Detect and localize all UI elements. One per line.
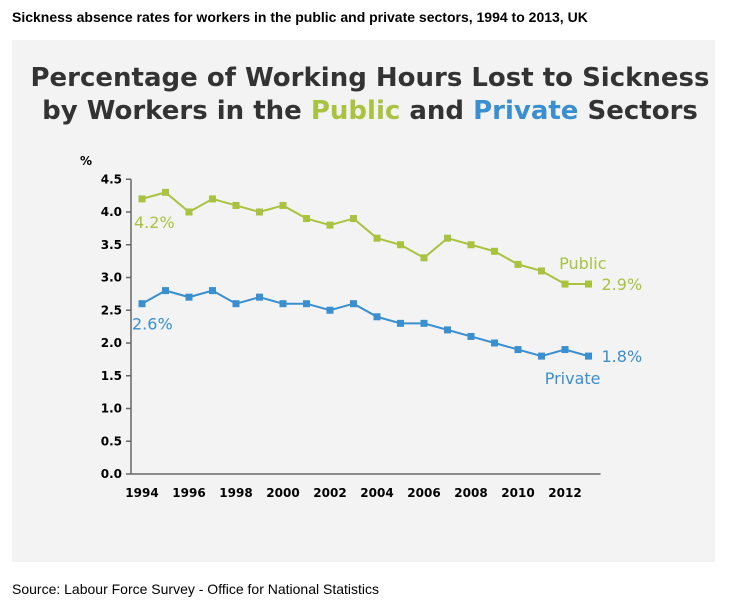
public-data-point (514, 260, 522, 268)
public-data-point (279, 201, 287, 209)
chart-title-prefix: by Workers in the (42, 96, 302, 126)
private-data-point (350, 300, 357, 308)
private-data-point (467, 332, 475, 340)
x-tick-label: 1996 (172, 486, 205, 500)
public-data-point (209, 195, 216, 203)
private-data-point (585, 352, 592, 360)
public-data-point (561, 280, 569, 288)
public-data-point (491, 247, 498, 255)
y-tick-label: 0.5 (101, 434, 122, 448)
public-data-point (185, 208, 193, 216)
public-data-point (420, 254, 428, 262)
source-note: Source: Labour Force Survey - Office for… (12, 581, 380, 597)
private-data-point (491, 339, 498, 347)
private-data-point (209, 287, 216, 295)
x-tick-label: 2010 (501, 486, 534, 500)
public-data-point (350, 215, 357, 223)
private-data-point (232, 300, 240, 308)
y-axis-label: % (80, 154, 92, 168)
chart-title-and-word: and (409, 96, 464, 126)
y-tick-label: 0.0 (101, 467, 122, 481)
private-start-label: 2.6% (132, 315, 173, 334)
private-data-point (420, 319, 428, 327)
public-data-point (326, 221, 334, 229)
private-series-line (141, 289, 589, 358)
chart-title-sectors-word: Sectors (588, 96, 698, 126)
x-tick-label: 2002 (313, 486, 346, 500)
public-series-line (141, 191, 589, 286)
private-data-point (373, 313, 381, 321)
public-data-point (162, 188, 169, 196)
public-data-point (138, 195, 146, 203)
x-tick-label: 2000 (266, 486, 299, 500)
public-start-label: 4.2% (134, 213, 175, 232)
y-tick-label: 1.0 (101, 402, 122, 416)
private-data-point (444, 326, 451, 334)
public-data-point (444, 234, 451, 242)
public-data-point (232, 201, 240, 209)
x-tick-label: 2008 (454, 486, 487, 500)
y-tick-label: 2.5 (101, 303, 122, 317)
chart-title-private-word: Private (473, 96, 578, 126)
x-tick-label: 2004 (360, 486, 393, 500)
private-series-name: Private (545, 369, 601, 388)
x-tick-label: 2006 (407, 486, 440, 500)
chart-title-public-word: Public (311, 96, 400, 126)
x-tick-label: 1994 (125, 486, 158, 500)
private-data-point (185, 293, 193, 301)
public-data-point (397, 241, 404, 249)
private-data-point (514, 346, 522, 354)
chart-panel (12, 40, 715, 562)
y-tick-label: 4.5 (101, 172, 122, 186)
y-tick-label: 4.0 (101, 205, 122, 219)
private-data-point (561, 346, 569, 354)
x-tick-label: 1998 (219, 486, 252, 500)
private-data-point (538, 352, 545, 360)
private-data-point (326, 306, 334, 314)
public-end-label: 2.9% (602, 275, 643, 294)
y-tick-label: 1.5 (101, 369, 122, 383)
public-data-point (373, 234, 381, 242)
chart-title-line-2: by Workers in the Public and Private Sec… (42, 96, 698, 126)
private-data-point (397, 319, 404, 327)
private-data-point (303, 300, 310, 308)
public-series-name: Public (559, 254, 606, 273)
public-data-point (585, 280, 592, 288)
x-tick-label: 2012 (548, 486, 581, 500)
y-tick-label: 3.5 (101, 238, 122, 252)
y-tick-label: 3.0 (101, 271, 122, 285)
private-data-point (279, 300, 287, 308)
public-data-point (538, 267, 545, 275)
page-heading: Sickness absence rates for workers in th… (12, 9, 588, 25)
private-data-point (138, 300, 146, 308)
public-data-point (256, 208, 263, 216)
private-data-point (162, 287, 169, 295)
chart-title-line-1: Percentage of Working Hours Lost to Sick… (30, 63, 709, 93)
y-tick-label: 2.0 (101, 336, 122, 350)
private-end-label: 1.8% (602, 347, 643, 366)
public-data-point (303, 215, 310, 223)
public-data-point (467, 241, 475, 249)
private-data-point (256, 293, 263, 301)
